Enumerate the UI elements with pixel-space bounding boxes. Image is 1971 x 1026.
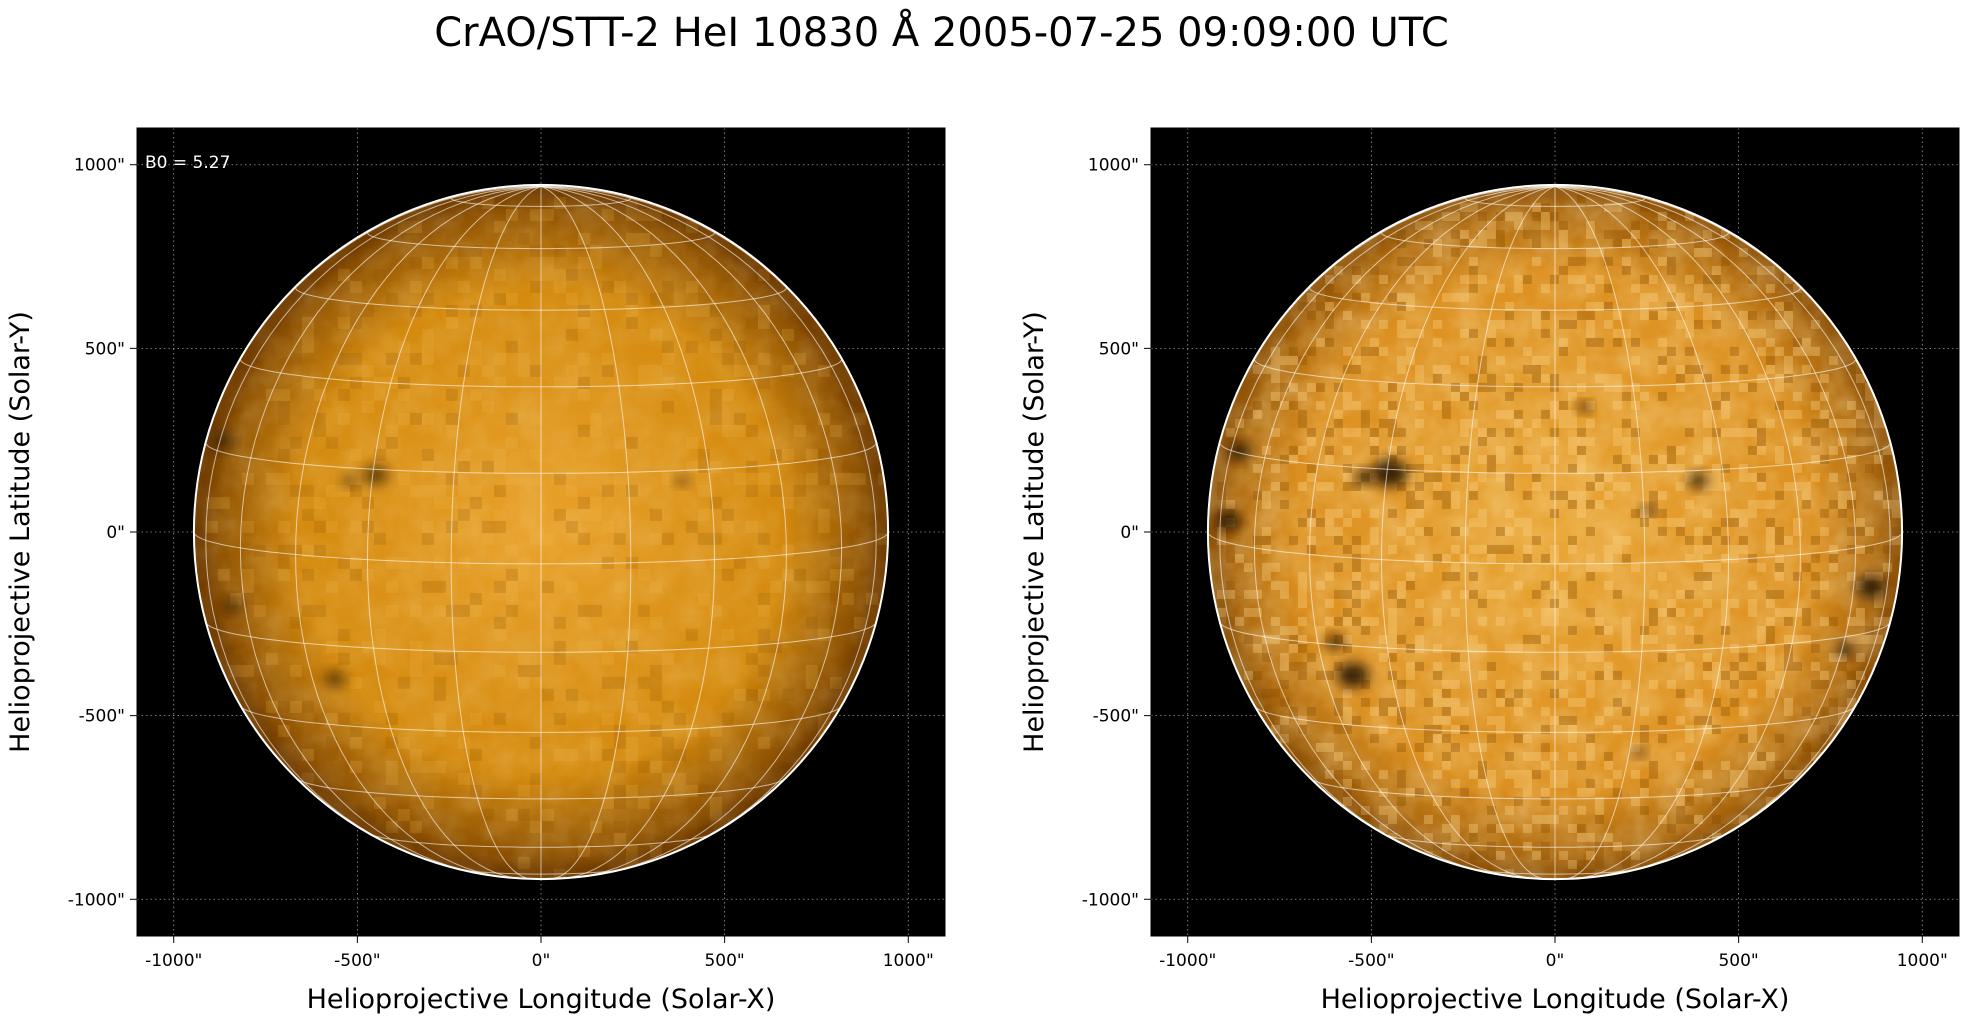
dark-feature [1641,505,1653,515]
panel-right: -1000" -1000" -500" -500" 0" 0" 500" 500" 1000" 1… [1019,127,1960,1015]
grid-line [295,185,542,878]
x-tick-label: 1000" [883,951,934,971]
grid-line [1380,185,1556,879]
limb-circle [192,183,890,881]
grid-line [540,185,716,879]
dark-feature [1355,470,1373,484]
figure-title: CrAO/STT-2 HeI 10830 Å 2005-07-25 09:09:… [434,10,1449,56]
grid-line [1554,185,1730,879]
limb-circle [1206,183,1904,881]
y-tick-label: -1000" [68,890,125,910]
grid-line [1219,185,1556,859]
y-tick-label: 500" [1099,339,1139,359]
heliographic-grid [1207,185,1903,880]
grid-line [1309,185,1556,878]
x-tick-label: 1000" [1897,951,1948,971]
y-tick-label: 0" [106,523,125,543]
x-axis-label: Helioprojective Longitude (Solar-X) [1321,984,1790,1015]
grid-line [1253,185,1556,874]
dark-feature [1325,635,1344,650]
grid-line [540,185,877,859]
y-tick-label: 0" [1120,523,1139,543]
grid-line [1554,185,1891,859]
grid-line [1554,185,1646,880]
b0-annotation: B0 = 5.27 [145,153,230,173]
dark-feature [1836,642,1855,657]
dark-feature [1633,747,1646,757]
y-tick-label: -500" [79,707,125,727]
grid-line [366,185,542,879]
dark-feature [222,597,243,613]
dark-feature [362,465,389,486]
y-tick-label: -500" [1093,707,1139,727]
dark-feature [1227,442,1251,460]
dark-feature [1688,473,1708,489]
y-axis-label: Helioprojective Latitude (Solar-Y) [1019,311,1050,753]
y-axis-label: Helioprojective Latitude (Solar-Y) [5,311,36,753]
y-tick-label: 500" [85,339,125,359]
dark-feature [324,670,346,688]
grid-line [450,185,542,880]
y-tick-label: -1000" [1082,890,1139,910]
x-tick-label: 0" [1546,951,1565,971]
panel-left: -1000" -1000" -500" -500" 0" 0" 500" 500" 1000" 1… [5,127,946,1015]
y-tick-label: 1000" [1088,156,1139,176]
dark-feature [1577,402,1591,413]
dark-feature [342,474,358,487]
grid-line [239,185,542,874]
grid-line [540,185,632,880]
dark-feature [675,475,689,486]
heliographic-grid [193,185,889,880]
grid-line [1554,185,1801,878]
x-tick-label: 500" [704,951,744,971]
dark-feature [1371,459,1408,488]
grid-line [205,185,542,859]
x-tick-label: -1000" [1159,951,1216,971]
x-tick-label: -500" [334,951,380,971]
x-axis-label: Helioprojective Longitude (Solar-X) [307,984,776,1015]
x-tick-label: -500" [1348,951,1394,971]
grid-line [1554,185,1857,874]
y-tick-label: 1000" [74,156,125,176]
x-tick-label: 0" [532,951,551,971]
dark-feature [1856,575,1886,599]
x-tick-label: -1000" [145,951,202,971]
x-tick-label: 500" [1718,951,1758,971]
dark-feature [1215,510,1242,531]
grid-line [540,185,787,878]
grid-line [1464,185,1556,880]
dark-feature [1336,662,1370,688]
grid-line [540,185,843,874]
